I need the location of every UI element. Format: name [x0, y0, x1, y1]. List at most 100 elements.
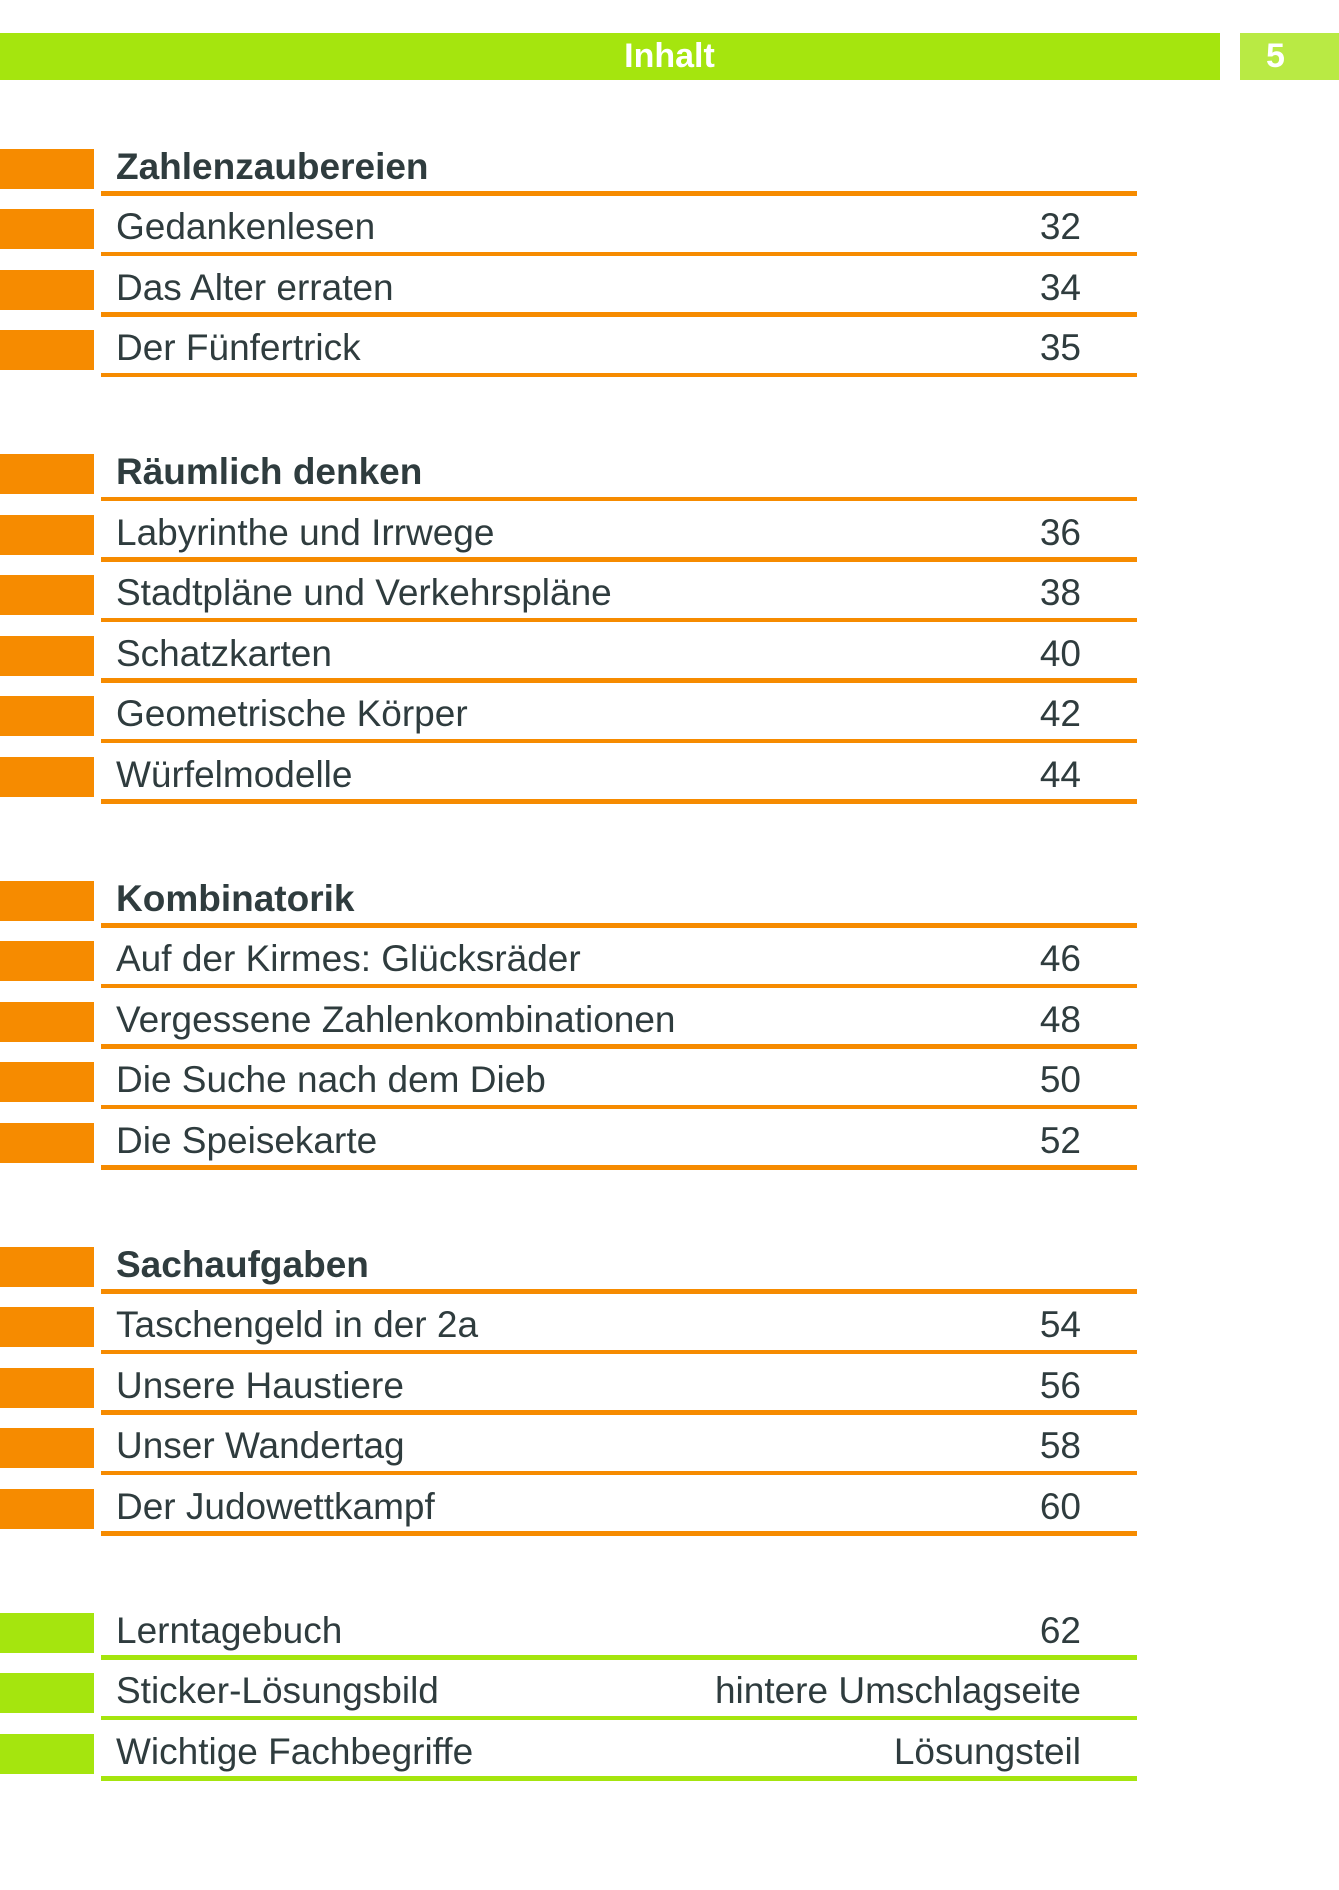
entry-title: Stadtpläne und Verkehrspläne — [116, 572, 612, 613]
section-heading-label: Sachaufgaben — [116, 1243, 369, 1285]
entry-page-reference: 35 — [1039, 327, 1081, 368]
entry-title: Unsere Haustiere — [116, 1364, 404, 1406]
entry-page-reference: 52 — [1039, 1119, 1081, 1161]
toc-entry-row: Die Speisekarte 52 — [0, 1109, 1339, 1170]
row-underline — [101, 738, 1137, 743]
row-marker-tab — [0, 1246, 94, 1287]
page-number: 5 — [1266, 37, 1285, 75]
page-number-box: 5 — [1240, 33, 1339, 80]
header-bar — [0, 33, 1220, 80]
row-marker-tab — [0, 1367, 94, 1408]
entry-page-reference: 46 — [1039, 938, 1081, 979]
entry-page-reference: 56 — [1039, 1364, 1081, 1406]
toc-entry-row: Die Suche nach dem Dieb 50 — [0, 1049, 1339, 1109]
row-marker-tab — [0, 1062, 94, 1102]
entry-title: Schatzkarten — [116, 632, 332, 674]
toc-entry-row: Unsere Haustiere 56 — [0, 1354, 1339, 1415]
entry-page-reference: hintere Umschlagseite — [714, 1670, 1081, 1711]
row-underline — [101, 1044, 1137, 1049]
row-underline — [101, 1289, 1137, 1294]
toc-entry-row: Unser Wandertag 58 — [0, 1415, 1339, 1475]
row-underline — [101, 983, 1137, 988]
row-marker-tab — [0, 575, 94, 615]
row-underline — [101, 372, 1137, 377]
entry-page-reference: 58 — [1039, 1425, 1081, 1466]
row-marker-tab — [0, 330, 94, 370]
toc-section: Zahlenzaubereien Gedankenlesen 32 Das Alter… — [0, 135, 1339, 377]
section-heading-row: Räumlich denken — [0, 441, 1339, 501]
toc-entry-row: Stadtpläne und Verkehrspläne 38 — [0, 562, 1339, 622]
row-underline — [101, 678, 1137, 683]
entry-title: Die Speisekarte — [116, 1119, 378, 1161]
entry-title: Lerntagebuch — [116, 1609, 343, 1651]
row-underline — [101, 1410, 1137, 1415]
toc-entry-row: Der Judowettkampf 60 — [0, 1475, 1339, 1536]
row-underline — [101, 557, 1137, 562]
row-marker-tab — [0, 696, 94, 736]
row-underline — [101, 1776, 1137, 1781]
row-marker-tab — [0, 1733, 94, 1774]
section-heading-label: Zahlenzaubereien — [116, 145, 429, 187]
entry-page-reference: 34 — [1039, 266, 1081, 308]
toc-entry-row: Gedankenlesen 32 — [0, 196, 1339, 256]
toc-entry-row: Auf der Kirmes: Glücksräder 46 — [0, 928, 1339, 988]
row-marker-tab — [0, 1428, 94, 1468]
section-heading-row: Zahlenzaubereien — [0, 135, 1339, 196]
row-underline — [101, 191, 1137, 196]
entry-title: Wichtige Fachbegriffe — [116, 1730, 474, 1772]
row-underline — [101, 923, 1137, 928]
entry-title: Unser Wandertag — [116, 1425, 405, 1466]
row-underline — [101, 1165, 1137, 1170]
entry-title: Die Suche nach dem Dieb — [116, 1059, 546, 1100]
entry-title: Der Judowettkampf — [116, 1485, 435, 1527]
row-marker-tab — [0, 1307, 94, 1347]
entry-page-reference: 36 — [1039, 511, 1081, 553]
entry-title: Taschengeld in der 2a — [116, 1304, 479, 1345]
row-marker-tab — [0, 635, 94, 676]
entry-page-reference: 48 — [1039, 998, 1081, 1040]
entry-title: Das Alter erraten — [116, 266, 394, 308]
toc-entry-row: Sticker-Lösungsbild hintere Umschlagseite — [0, 1660, 1339, 1720]
toc-section: Sachaufgaben Taschengeld in der 2a 54 Unser… — [0, 1233, 1339, 1536]
row-underline — [101, 1349, 1137, 1354]
entry-page-reference: 40 — [1039, 632, 1081, 674]
row-marker-tab — [0, 148, 94, 189]
toc-entry-row: Das Alter erraten 34 — [0, 256, 1339, 317]
section-heading-row: Sachaufgaben — [0, 1233, 1339, 1294]
toc-entry-row: Wichtige Fachbegriffe Lösungsteil — [0, 1720, 1339, 1781]
toc-section: Räumlich denken Labyrinthe und Irrwege 36 S… — [0, 441, 1339, 804]
entry-page-reference: 60 — [1039, 1485, 1081, 1527]
row-underline — [101, 617, 1137, 622]
entry-title: Der Fünfertrick — [116, 327, 361, 368]
row-marker-tab — [0, 514, 94, 555]
row-marker-tab — [0, 880, 94, 921]
row-underline — [101, 496, 1137, 501]
row-marker-tab — [0, 454, 94, 494]
toc-entry-row: Labyrinthe und Irrwege 36 — [0, 501, 1339, 562]
row-marker-tab — [0, 756, 94, 797]
row-marker-tab — [0, 1488, 94, 1529]
entry-page-reference: 44 — [1039, 753, 1081, 795]
row-underline — [101, 1531, 1137, 1536]
toc-entry-row: Taschengeld in der 2a 54 — [0, 1294, 1339, 1354]
entry-title: Auf der Kirmes: Glücksräder — [116, 938, 581, 979]
toc-entry-row: Der Fünfertrick 35 — [0, 317, 1339, 377]
row-underline — [101, 1655, 1137, 1660]
table-of-contents: Zahlenzaubereien Gedankenlesen 32 Das Alter… — [0, 135, 1339, 1781]
entry-title: Labyrinthe und Irrwege — [116, 511, 495, 553]
row-underline — [101, 1470, 1137, 1475]
entry-title: Würfelmodelle — [116, 753, 353, 795]
toc-section: Kombinatorik Auf der Kirmes: Glücksräder 4… — [0, 867, 1339, 1170]
entry-page-reference: 38 — [1039, 572, 1081, 613]
row-underline — [101, 1715, 1137, 1720]
toc-entry-row: Schatzkarten 40 — [0, 622, 1339, 683]
row-underline — [101, 799, 1137, 804]
section-heading-label: Räumlich denken — [116, 451, 423, 492]
entry-page-reference: 42 — [1039, 693, 1081, 734]
row-marker-tab — [0, 1001, 94, 1042]
toc-entry-row: Lerntagebuch 62 — [0, 1599, 1339, 1660]
entry-page-reference: 54 — [1039, 1304, 1081, 1345]
entry-title: Gedankenlesen — [116, 206, 376, 247]
entry-page-reference: 50 — [1039, 1059, 1081, 1100]
entry-page-reference: 32 — [1039, 206, 1081, 247]
